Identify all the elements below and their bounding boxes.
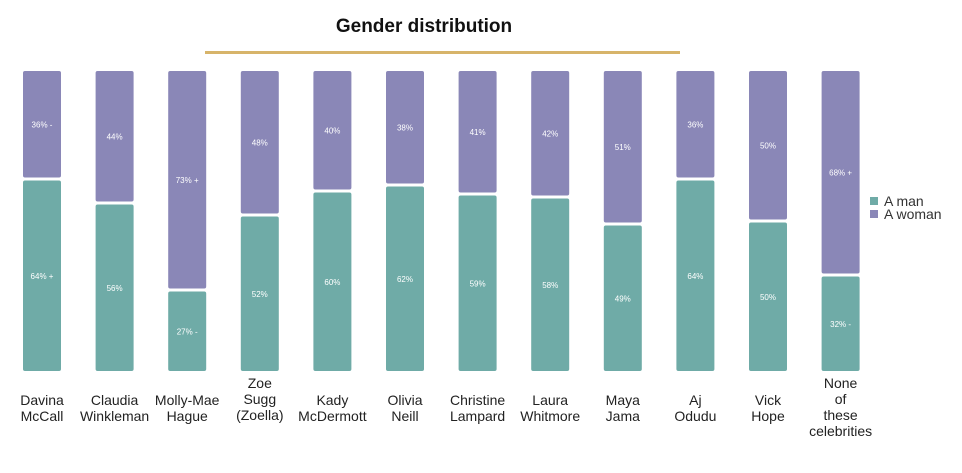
category-label: Odudu xyxy=(674,408,716,424)
category-label: Jama xyxy=(606,408,640,424)
category-label: Laura xyxy=(532,392,568,408)
category-label: Molly-Mae xyxy=(155,392,220,408)
legend-swatch-woman xyxy=(870,210,878,218)
bar-segment-woman xyxy=(95,71,134,202)
bar-segment-woman xyxy=(23,71,61,178)
legend-item-woman: A woman xyxy=(870,207,942,221)
bar-segment-man xyxy=(95,204,134,371)
category-label: (Zoella) xyxy=(236,407,283,423)
bar-segment-woman xyxy=(676,71,715,178)
bar-segment-woman xyxy=(603,71,642,223)
bar-segment-man xyxy=(821,276,860,371)
category-label: Lampard xyxy=(450,408,505,424)
category-label: these xyxy=(823,407,857,423)
bar-segment-woman xyxy=(821,71,860,274)
data-label-woman: 41% xyxy=(470,128,486,137)
data-label-woman: 42% xyxy=(542,129,558,138)
data-label-man: 59% xyxy=(470,279,486,288)
category-label: of xyxy=(835,391,847,407)
legend-label-man: A man xyxy=(884,193,924,209)
bar-segment-woman xyxy=(749,71,787,220)
bar-segment-woman xyxy=(168,71,207,289)
data-label-man: 49% xyxy=(615,294,631,303)
category-label: Maya xyxy=(606,392,640,408)
category-label: Sugg xyxy=(243,391,276,407)
category-label: Claudia xyxy=(91,392,139,408)
data-label-man: 56% xyxy=(107,284,123,293)
bar-segment-man xyxy=(168,291,207,371)
category-label: None xyxy=(824,375,858,391)
data-label-man: 32% - xyxy=(830,320,851,329)
data-label-man: 27% - xyxy=(177,327,198,336)
category-label: Winkleman xyxy=(80,408,149,424)
bar-segment-man xyxy=(313,192,352,371)
data-label-woman: 51% xyxy=(615,143,631,152)
data-label-woman: 73% + xyxy=(176,176,199,185)
data-label-man: 50% xyxy=(760,293,776,302)
bar-segment-man xyxy=(240,216,279,371)
category-label: Kady xyxy=(316,392,348,408)
category-label: Hope xyxy=(751,408,785,424)
category-label: Whitmore xyxy=(520,408,580,424)
data-label-man: 60% xyxy=(324,278,340,287)
chart-title: Gender distribution xyxy=(335,16,513,37)
data-label-woman: 48% xyxy=(252,138,268,147)
bar-segment-woman xyxy=(531,71,570,196)
category-label: Christine xyxy=(450,392,505,408)
data-label-man: 52% xyxy=(252,290,268,299)
category-label: Neill xyxy=(391,408,418,424)
bar-segment-man xyxy=(458,195,497,371)
category-label: McCall xyxy=(21,408,64,424)
bar-segment-woman xyxy=(386,71,424,184)
legend-item-man: A man xyxy=(870,194,924,208)
bar-segment-man xyxy=(23,180,61,371)
data-label-man: 64% + xyxy=(31,272,54,281)
category-label: Hague xyxy=(167,408,208,424)
data-label-woman: 44% xyxy=(107,132,123,141)
category-label: Olivia xyxy=(387,392,422,408)
category-label: Vick xyxy=(755,392,782,408)
data-label-man: 62% xyxy=(397,275,413,284)
data-label-woman: 36% xyxy=(687,120,703,129)
data-label-woman: 38% xyxy=(397,123,413,132)
bar-segment-woman xyxy=(240,71,279,214)
category-label: Davina xyxy=(20,392,64,408)
legend-label-woman: A woman xyxy=(884,206,942,222)
data-label-woman: 50% xyxy=(760,141,776,150)
bar-segment-man xyxy=(386,186,424,371)
category-label: Zoe xyxy=(248,375,272,391)
data-label-man: 64% xyxy=(687,272,703,281)
category-label: Aj xyxy=(689,392,701,408)
bar-segment-woman xyxy=(313,71,352,190)
bar-segment-man xyxy=(676,180,715,371)
data-label-woman: 68% + xyxy=(829,168,852,177)
data-label-woman: 40% xyxy=(324,126,340,135)
title-underline xyxy=(205,51,680,54)
bar-segment-man xyxy=(749,222,787,371)
data-label-man: 58% xyxy=(542,281,558,290)
category-label: McDermott xyxy=(298,408,367,424)
bar-segment-man xyxy=(603,225,642,371)
data-label-woman: 36% - xyxy=(32,120,53,129)
category-label: celebrities xyxy=(809,423,872,439)
bar-segment-man xyxy=(531,198,570,371)
bar-segment-woman xyxy=(458,71,497,193)
legend-swatch-man xyxy=(870,197,878,205)
